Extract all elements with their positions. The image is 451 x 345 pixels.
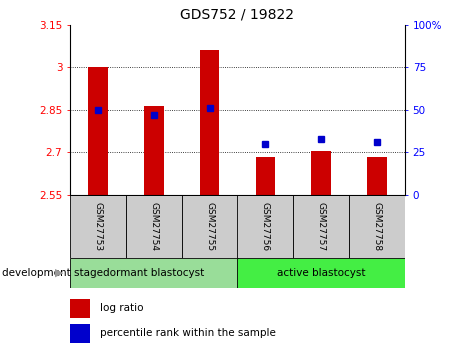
Bar bbox=[88, 68, 108, 195]
Bar bbox=[144, 106, 164, 195]
Bar bbox=[349, 195, 405, 258]
Bar bbox=[182, 195, 238, 258]
Text: development stage: development stage bbox=[2, 268, 103, 278]
Text: GSM27753: GSM27753 bbox=[93, 202, 102, 251]
Bar bbox=[238, 258, 405, 288]
Text: GSM27757: GSM27757 bbox=[317, 202, 326, 251]
Bar bbox=[293, 195, 349, 258]
Text: GSM27758: GSM27758 bbox=[373, 202, 382, 251]
Bar bbox=[126, 195, 182, 258]
Text: GSM27754: GSM27754 bbox=[149, 202, 158, 251]
Bar bbox=[70, 298, 90, 317]
Text: dormant blastocyst: dormant blastocyst bbox=[103, 268, 204, 278]
Text: log ratio: log ratio bbox=[100, 303, 144, 313]
Text: percentile rank within the sample: percentile rank within the sample bbox=[100, 328, 276, 338]
Text: ▶: ▶ bbox=[55, 268, 63, 278]
Text: active blastocyst: active blastocyst bbox=[277, 268, 365, 278]
Bar bbox=[238, 195, 293, 258]
Bar bbox=[200, 50, 219, 195]
Text: GSM27755: GSM27755 bbox=[205, 202, 214, 251]
Bar bbox=[70, 258, 238, 288]
Bar bbox=[367, 157, 387, 195]
Bar bbox=[256, 157, 275, 195]
Title: GDS752 / 19822: GDS752 / 19822 bbox=[180, 7, 295, 21]
Bar bbox=[70, 324, 90, 343]
Bar bbox=[70, 195, 126, 258]
Text: GSM27756: GSM27756 bbox=[261, 202, 270, 251]
Bar bbox=[312, 151, 331, 195]
